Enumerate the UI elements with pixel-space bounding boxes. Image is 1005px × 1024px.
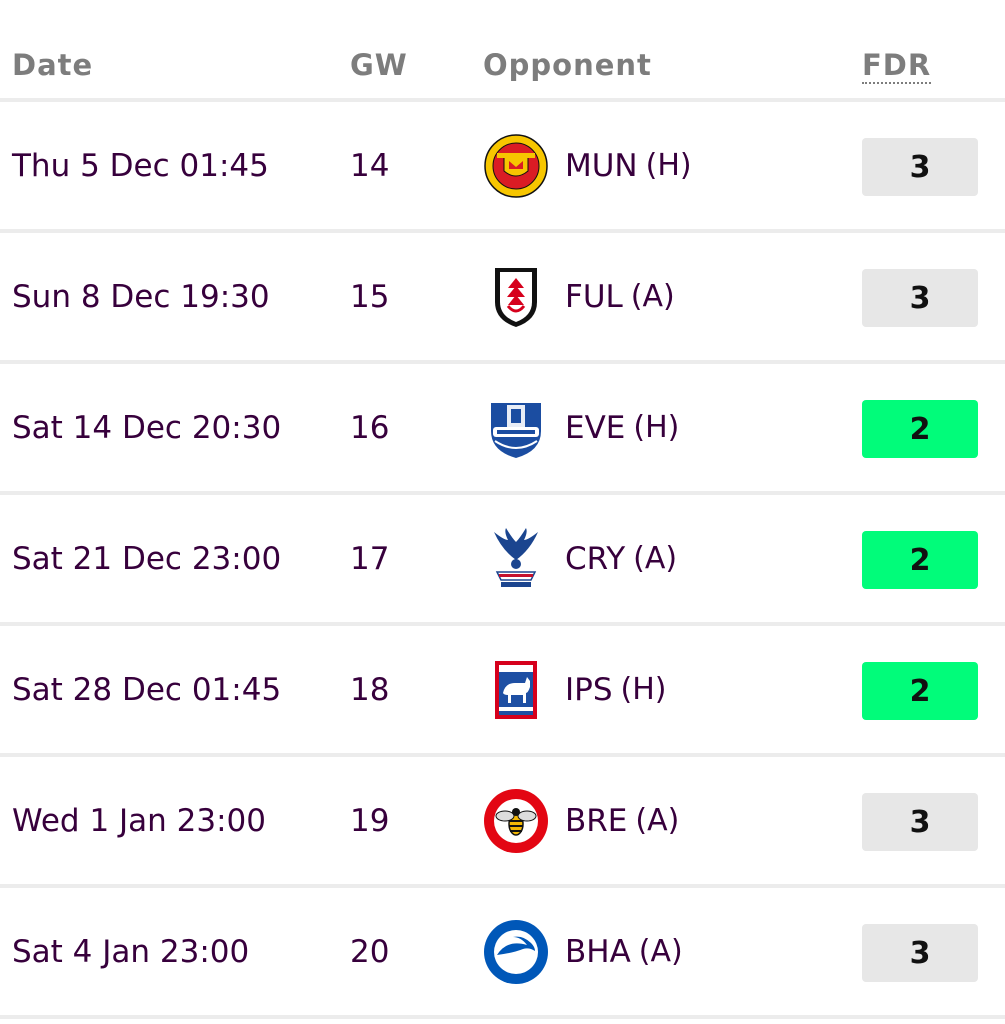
fulham-crest-icon (483, 264, 549, 330)
opponent-team-code: BRE (565, 802, 628, 839)
opponent-team-code: BHA (565, 933, 631, 970)
opponent-team-code: FUL (565, 278, 623, 315)
brighton-crest-icon (483, 919, 549, 985)
everton-crest-icon (483, 395, 549, 461)
venue-indicator: (H) (633, 410, 680, 445)
table-row[interactable]: Thu 5 Dec 01:45 14 MUN (H) 3 (0, 102, 1005, 233)
fixture-gameweek: 14 (350, 147, 390, 184)
opponent-team-code: EVE (565, 409, 626, 446)
manchester-united-crest-icon (483, 133, 549, 199)
fixture-opponent: IPS (H) (483, 626, 666, 753)
fdr-badge: 3 (862, 924, 978, 982)
opponent-team-code: IPS (565, 671, 613, 708)
table-row[interactable]: Sat 28 Dec 01:45 18 IPS (H) 2 (0, 626, 1005, 757)
fixture-gameweek: 18 (350, 671, 390, 708)
venue-indicator: (A) (635, 803, 680, 838)
fixture-opponent: EVE (H) (483, 364, 679, 491)
fixture-date: Sat 28 Dec 01:45 (12, 671, 282, 708)
venue-indicator: (A) (630, 279, 675, 314)
venue-indicator: (A) (633, 541, 678, 576)
fixture-gameweek: 16 (350, 409, 390, 446)
venue-indicator: (H) (620, 672, 667, 707)
fdr-badge: 3 (862, 138, 978, 196)
opponent-team-code: MUN (565, 147, 638, 184)
fdr-column-header[interactable]: FDR (862, 48, 932, 84)
fixture-date: Thu 5 Dec 01:45 (12, 147, 269, 184)
table-row[interactable]: Sun 8 Dec 19:30 15 FUL (A) 3 (0, 233, 1005, 364)
fixture-opponent: BRE (A) (483, 757, 679, 884)
fixture-gameweek: 17 (350, 540, 390, 577)
gameweek-column-header: GW (350, 48, 408, 82)
fixture-gameweek: 20 (350, 933, 390, 970)
venue-indicator: (A) (638, 934, 683, 969)
fixture-date: Wed 1 Jan 23:00 (12, 802, 266, 839)
table-header: Date GW Opponent FDR (0, 0, 1005, 102)
fixture-gameweek: 15 (350, 278, 390, 315)
opponent-team-code: CRY (565, 540, 626, 577)
brentford-crest-icon (483, 788, 549, 854)
fixture-date: Sat 14 Dec 20:30 (12, 409, 282, 446)
fdr-badge: 2 (862, 400, 978, 458)
fdr-badge: 3 (862, 269, 978, 327)
table-row[interactable]: Sat 21 Dec 23:00 17 CRY (A) 2 (0, 495, 1005, 626)
fixture-opponent: MUN (H) (483, 102, 692, 229)
fdr-badge: 2 (862, 531, 978, 589)
opponent-column-header: Opponent (483, 48, 652, 82)
fixture-date: Sat 4 Jan 23:00 (12, 933, 250, 970)
table-row[interactable]: Sat 4 Jan 23:00 20 BHA (A) 3 (0, 888, 1005, 1019)
fixture-opponent: BHA (A) (483, 888, 683, 1015)
fixture-date: Sun 8 Dec 19:30 (12, 278, 270, 315)
venue-indicator: (H) (645, 148, 692, 183)
fixture-opponent: CRY (A) (483, 495, 677, 622)
ipswich-crest-icon (483, 657, 549, 723)
fixture-opponent: FUL (A) (483, 233, 675, 360)
table-row[interactable]: Sat 14 Dec 20:30 16 EVE (H) 2 (0, 364, 1005, 495)
crystal-palace-crest-icon (483, 526, 549, 592)
table-row[interactable]: Wed 1 Jan 23:00 19 BRE (A) 3 (0, 757, 1005, 888)
fdr-badge: 2 (862, 662, 978, 720)
date-column-header: Date (12, 48, 94, 82)
fixture-date: Sat 21 Dec 23:00 (12, 540, 282, 577)
fdr-badge: 3 (862, 793, 978, 851)
fixture-gameweek: 19 (350, 802, 390, 839)
